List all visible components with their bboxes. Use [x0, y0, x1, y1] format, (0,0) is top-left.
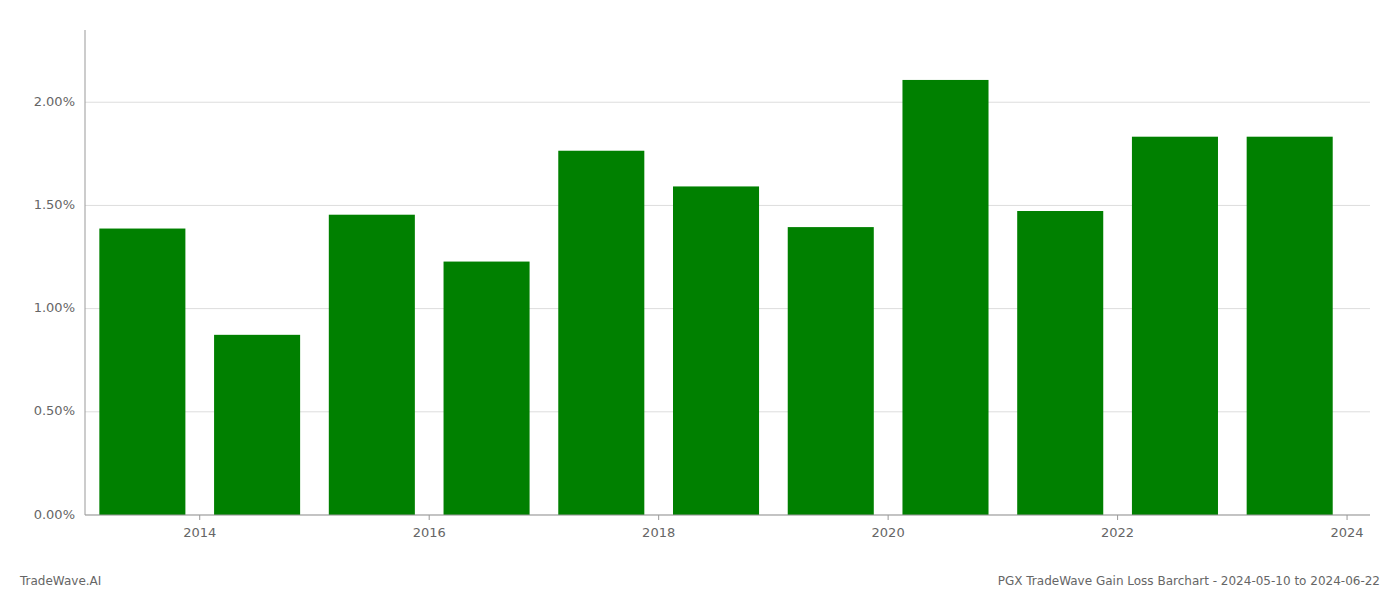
bar [902, 80, 988, 515]
chart-container: 0.00% 0.50% 1.00% 1.50% 2.00% 2014 2016 2018 202… [0, 0, 1400, 600]
x-tick [658, 515, 659, 520]
grid-line [85, 515, 1370, 516]
bar [329, 215, 415, 515]
y-tick-label: 1.00% [34, 300, 75, 315]
bar [444, 262, 530, 515]
x-tick-label: 2014 [183, 525, 216, 540]
grid-line [85, 102, 1370, 103]
bar [558, 151, 644, 515]
x-tick [199, 515, 200, 520]
x-tick-label: 2020 [872, 525, 905, 540]
bars [99, 80, 1332, 515]
y-tick-label: 1.50% [34, 197, 75, 212]
bar [673, 186, 759, 515]
y-axis-line [85, 30, 86, 515]
x-tick-label: 2022 [1101, 525, 1134, 540]
x-tick [1117, 515, 1118, 520]
y-tick-label: 0.00% [34, 507, 75, 522]
x-tick-label: 2024 [1331, 525, 1364, 540]
bar [99, 229, 185, 515]
x-tick-label: 2018 [642, 525, 675, 540]
bar [1247, 137, 1333, 515]
x-tick [429, 515, 430, 520]
bar [214, 335, 300, 515]
y-grid [85, 102, 1370, 515]
y-tick-label: 0.50% [34, 403, 75, 418]
x-tick-label: 2016 [413, 525, 446, 540]
title: PGX TradeWave Gain Loss Barchart - 2024-… [998, 574, 1380, 588]
bar [788, 227, 874, 515]
bar [1017, 211, 1103, 515]
watermark: TradeWave.AI [19, 574, 101, 588]
x-axis-line [85, 515, 1370, 516]
chart-svg: 0.00% 0.50% 1.00% 1.50% 2.00% 2014 2016 2018 202… [0, 0, 1400, 600]
y-tick-label: 2.00% [34, 94, 75, 109]
x-tick [888, 515, 889, 520]
x-tick [1347, 515, 1348, 520]
bar [1132, 137, 1218, 515]
